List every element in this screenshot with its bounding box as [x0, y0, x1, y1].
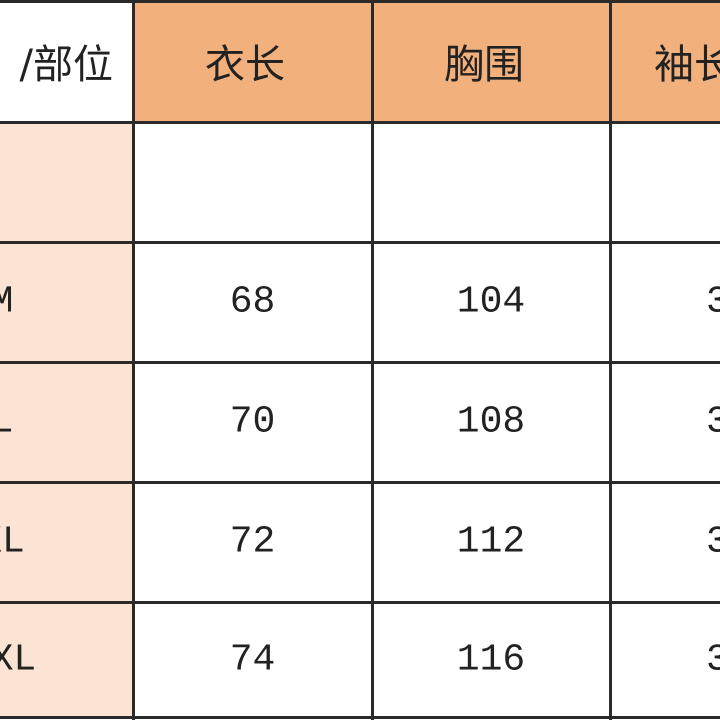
column-header-length: 衣长 [133, 0, 372, 122]
column-header-sleeve: 袖长 [610, 0, 720, 122]
size-label: L [0, 400, 14, 444]
cell-value: 108 [456, 400, 526, 444]
table-cell: 68 [133, 242, 372, 362]
size-label-cell: XXL [0, 602, 133, 718]
corner-header-label: /部位 [19, 42, 113, 88]
cell-value: 3 [706, 638, 720, 682]
cell-value: 3 [706, 280, 720, 324]
table-cell: 3 [610, 482, 720, 602]
column-header-label: 袖长 [654, 42, 720, 88]
table-cell: 70 [133, 362, 372, 482]
table-cell [372, 122, 610, 242]
size-label: XXL [0, 638, 37, 682]
table-cell: 116 [372, 602, 610, 718]
table-cell: 74 [133, 602, 372, 718]
table-cell: 3 [610, 362, 720, 482]
cell-value: 72 [229, 520, 276, 564]
table-cell [133, 122, 372, 242]
cell-value: 3 [706, 400, 720, 444]
table-cell: 104 [372, 242, 610, 362]
column-header-label: 胸围 [444, 42, 524, 88]
table-cell: 3 [610, 602, 720, 718]
cell-value: 68 [229, 280, 276, 324]
cell-value: 74 [229, 638, 276, 682]
cell-value: 116 [456, 638, 526, 682]
corner-header-cell: /部位 [0, 0, 133, 122]
cell-value: 112 [456, 520, 526, 564]
cell-value: 70 [229, 400, 276, 444]
cell-value: 3 [706, 520, 720, 564]
size-label: XL [0, 520, 25, 564]
column-header-label: 衣长 [205, 42, 285, 88]
column-header-chest: 胸围 [372, 0, 610, 122]
table-cell: 3 [610, 242, 720, 362]
size-label: M [0, 280, 14, 324]
table-cell: 72 [133, 482, 372, 602]
size-label-cell: L [0, 362, 133, 482]
cell-value: 104 [456, 280, 526, 324]
table-cell: 108 [372, 362, 610, 482]
table-cell: 112 [372, 482, 610, 602]
size-label-cell: M [0, 242, 133, 362]
size-label-cell [0, 122, 133, 242]
size-label-cell: XL [0, 482, 133, 602]
table-cell [610, 122, 720, 242]
